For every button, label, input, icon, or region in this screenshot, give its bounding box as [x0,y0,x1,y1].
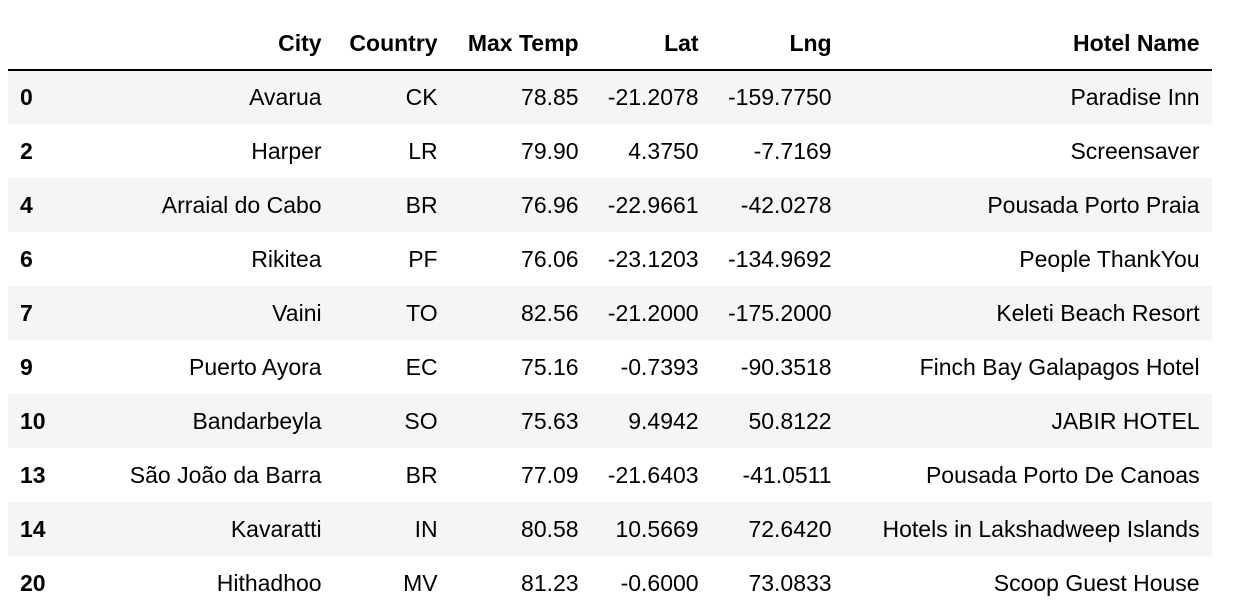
cell-lng: 50.8122 [748,407,832,434]
cell-max-temp: 82.56 [521,299,579,326]
cell-hotel-name: Keleti Beach Resort [996,299,1200,326]
table-row: 4 Arraial do Cabo BR 76.96 -22.9661 -42.0278 P… [8,178,1212,232]
row-index: 9 [20,353,33,380]
row-index: 13 [20,461,46,488]
cell-lat: 9.4942 [628,407,699,434]
cell-max-temp: 79.90 [521,137,579,164]
table-body: 0 Avarua CK 78.85 -21.2078 -159.7750 Paradise … [8,70,1212,610]
table-row: 2 Harper LR 79.90 4.3750 -7.7169 Screensaver [8,124,1212,178]
cell-lng: 72.6420 [748,515,832,542]
row-index: 2 [20,137,33,164]
cell-lng: 73.0833 [748,569,832,596]
cell-hotel-name: Finch Bay Galapagos Hotel [919,353,1200,380]
cell-lat: -23.1203 [607,245,699,272]
cell-hotel-name: Screensaver [1070,137,1200,164]
row-index: 4 [20,191,33,218]
cell-max-temp: 76.06 [521,245,579,272]
cell-hotel-name: Pousada Porto De Canoas [925,461,1200,488]
cell-country: CK [405,84,438,110]
table-row: 20 Hithadhoo MV 81.23 -0.6000 73.0833 Scoop Gu… [8,556,1212,610]
row-index: 20 [20,569,46,596]
table-row: 6 Rikitea PF 76.06 -23.1203 -134.9692 People T… [8,232,1212,286]
table-row: 13 São João da Barra BR 77.09 -21.6403 -41.05… [8,448,1212,502]
index-header [8,18,58,71]
column-header-max-temp: Max Temp [449,18,591,71]
cell-lat: 4.3750 [628,137,699,164]
cell-lat: 10.5669 [615,515,699,542]
cell-lat: -0.6000 [620,569,699,596]
table-row: 0 Avarua CK 78.85 -21.2078 -159.7750 Paradise … [8,70,1212,124]
cell-hotel-name: Paradise Inn [1070,84,1200,110]
cell-country: MV [403,569,438,596]
cell-max-temp: 77.09 [521,461,579,488]
cell-hotel-name: Hotels in Lakshadweep Islands [882,515,1200,542]
cell-country: PF [408,245,438,272]
cell-max-temp: 81.23 [521,569,579,596]
column-header-country: Country [333,18,450,71]
table-header: City Country Max Temp Lat Lng Hotel Name [8,18,1212,71]
table-row: 10 Bandarbeyla SO 75.63 9.4942 50.8122 JABIR H… [8,394,1212,448]
cell-lng: -134.9692 [728,245,832,272]
dataframe-table: City Country Max Temp Lat Lng Hotel Name… [8,18,1212,610]
row-index: 7 [20,299,33,326]
cell-lat: -21.6403 [607,461,699,488]
cell-country: BR [405,461,438,488]
cell-max-temp: 80.58 [521,515,579,542]
row-index: 6 [20,245,33,272]
cell-lat: -22.9661 [607,191,699,218]
cell-country: LR [408,137,438,164]
column-header-city: City [57,18,334,71]
cell-city: Vaini [272,299,322,326]
cell-lat: -21.2078 [607,84,699,110]
cell-country: SO [404,407,438,434]
column-header-lat: Lat [590,18,711,71]
table-row: 14 Kavaratti IN 80.58 10.5669 72.6420 Hotels i… [8,502,1212,556]
cell-country: TO [406,299,438,326]
cell-city: Arraial do Cabo [161,191,322,218]
cell-lat: -0.7393 [620,353,699,380]
cell-hotel-name: JABIR HOTEL [1051,407,1200,434]
column-header-hotel-name: Hotel Name [843,18,1212,71]
cell-city: Bandarbeyla [192,407,322,434]
cell-city: Hithadhoo [216,569,322,596]
cell-hotel-name: People ThankYou [1019,245,1200,272]
cell-max-temp: 75.16 [521,353,579,380]
table-row: 7 Vaini TO 82.56 -21.2000 -175.2000 Keleti Bea… [8,286,1212,340]
header-row: City Country Max Temp Lat Lng Hotel Name [8,18,1212,71]
cell-city: Avarua [249,84,322,110]
cell-lng: -175.2000 [728,299,832,326]
column-header-lng: Lng [710,18,844,71]
cell-hotel-name: Scoop Guest House [993,569,1200,596]
cell-city: Rikitea [251,245,322,272]
cell-lng: -159.7750 [728,84,832,110]
cell-lng: -90.3518 [740,353,832,380]
cell-hotel-name: Pousada Porto Praia [987,191,1200,218]
cell-lng: -42.0278 [740,191,832,218]
cell-max-temp: 75.63 [521,407,579,434]
cell-max-temp: 78.85 [521,84,579,110]
cell-city: Puerto Ayora [189,353,322,380]
row-index: 0 [20,84,33,110]
cell-country: BR [405,191,438,218]
cell-lng: -7.7169 [753,137,832,164]
row-index: 14 [20,515,46,542]
table-row: 9 Puerto Ayora EC 75.16 -0.7393 -90.3518 Finch… [8,340,1212,394]
dataframe-output: City Country Max Temp Lat Lng Hotel Name… [8,18,1212,610]
cell-country: EC [405,353,438,380]
cell-city: Kavaratti [230,515,322,542]
cell-country: IN [414,515,438,542]
cell-lat: -21.2000 [607,299,699,326]
cell-city: Harper [251,137,322,164]
cell-lng: -41.0511 [742,461,832,488]
row-index: 10 [20,407,46,434]
cell-max-temp: 76.96 [521,191,579,218]
cell-city: São João da Barra [129,461,322,488]
